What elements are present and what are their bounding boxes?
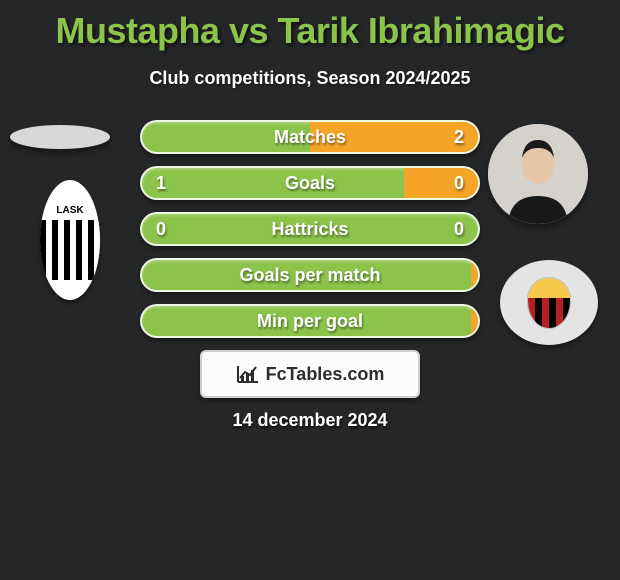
stat-row-matches: Matches 2 (140, 120, 480, 154)
chart-icon (236, 364, 260, 384)
club-left-badge: LASK (40, 180, 100, 300)
stat-val-right: 0 (454, 214, 464, 244)
stat-val-right: 2 (454, 122, 464, 152)
club-right-badge (500, 260, 598, 345)
subtitle: Club competitions, Season 2024/2025 (0, 68, 620, 89)
stats-bars: Matches 2 1 Goals 0 0 Hattricks 0 Goals … (140, 120, 480, 350)
stat-label: Goals (142, 168, 478, 198)
stat-row-hattricks: 0 Hattricks 0 (140, 212, 480, 246)
club-left-label: LASK (56, 201, 83, 220)
club-left-stripes (40, 220, 100, 280)
stat-row-goals: 1 Goals 0 (140, 166, 480, 200)
player-left-placeholder (10, 125, 110, 149)
stat-label: Matches (142, 122, 478, 152)
stat-row-goals-per-match: Goals per match (140, 258, 480, 292)
stat-val-right: 0 (454, 168, 464, 198)
credit-box: FcTables.com (200, 350, 420, 398)
stat-label: Min per goal (142, 306, 478, 336)
date-label: 14 december 2024 (0, 410, 620, 431)
stat-label: Goals per match (142, 260, 478, 290)
stat-label: Hattricks (142, 214, 478, 244)
page-title: Mustapha vs Tarik Ibrahimagic (0, 0, 620, 52)
player-right-photo (488, 124, 588, 224)
credit-label: FcTables.com (266, 364, 385, 385)
stat-row-min-per-goal: Min per goal (140, 304, 480, 338)
